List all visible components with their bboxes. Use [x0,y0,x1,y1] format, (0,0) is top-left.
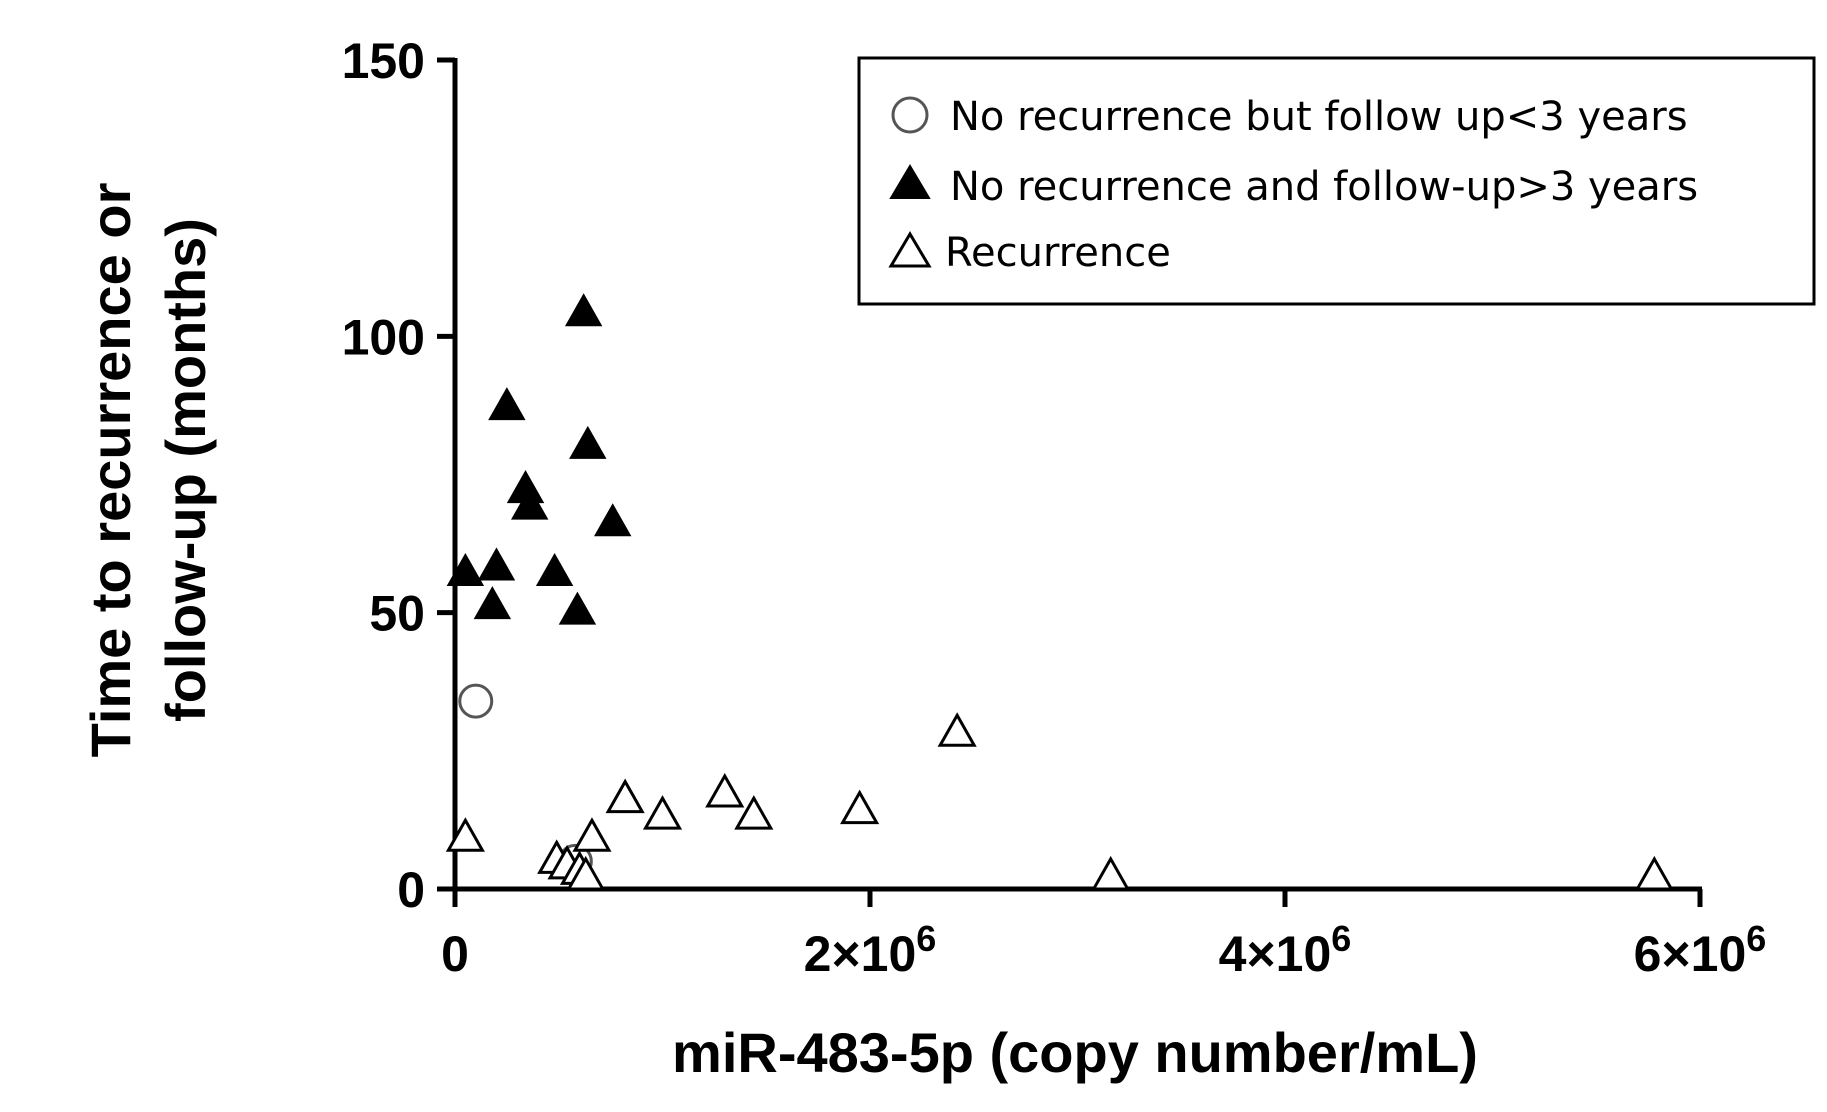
data-point-series-3-5 [566,855,606,891]
data-point-series-2-11 [593,503,632,537]
data-point-series-2-9 [564,293,603,327]
x-tick-label-2: 4×106 [1219,918,1352,982]
x-tick-label-0: 0 [441,926,469,982]
y-tick-label-2: 100 [342,309,425,365]
y-axis-title-line-2: follow-up (months) [154,218,217,722]
legend-filled-triangle-icon [889,164,931,199]
x-tick-exponent-3: 6 [1746,918,1766,959]
y-tick-label-3: 150 [342,33,425,89]
legend-open-circle-icon [891,96,929,134]
x-axis-title: miR-483-5p (copy number/mL) [672,1021,1478,1084]
legend-open-triangle-icon [888,231,932,268]
data-point-series-2-4 [473,586,512,620]
legend: No recurrence but follow up<3 years No r… [857,56,1816,306]
legend-box [857,56,1816,306]
data-point-series-2-3 [477,547,516,581]
data-point-series-3-8 [642,795,683,830]
data-point-series-3-9 [705,773,745,808]
data-point-series-3-11 [840,789,880,825]
data-point-series-2-8 [558,591,597,625]
data-point-series-3-12 [937,712,977,747]
legend-label-series-2: No recurrence and follow-up>3 years [950,164,1698,210]
data-point-series-2-2 [488,387,526,421]
x-tick-exponent-1: 6 [916,918,936,959]
data-point-series-2-7 [535,552,574,586]
data-point-series-1-1 [458,683,494,719]
legend-label-series-3: Recurrence [945,230,1171,276]
data-point-series-2-6 [510,486,549,520]
x-tick-label-1: 2×106 [804,918,937,982]
y-tick-label-0: 0 [397,862,425,918]
data-point-series-3-14 [1634,855,1674,891]
axis-ticks: 0 50 100 150 0 2×106 4×106 6×106 [342,33,1767,982]
data-point-series-3-1 [445,817,485,852]
data-point-series-2-10 [569,425,607,459]
data-points [445,293,1674,891]
y-tick-label-1: 50 [369,586,425,642]
data-point-series-3-7 [605,778,645,814]
data-point-series-3-10 [734,795,774,830]
legend-label-series-1: No recurrence but follow up<3 years [950,94,1688,140]
data-point-series-3-6 [572,817,612,852]
data-point-series-2-1 [446,552,485,586]
data-point-series-3-13 [1091,855,1131,891]
x-tick-label-3: 6×106 [1634,918,1767,982]
y-axis-title-line-1: Time to recurrence or [79,183,142,758]
x-tick-exponent-2: 6 [1331,918,1351,959]
